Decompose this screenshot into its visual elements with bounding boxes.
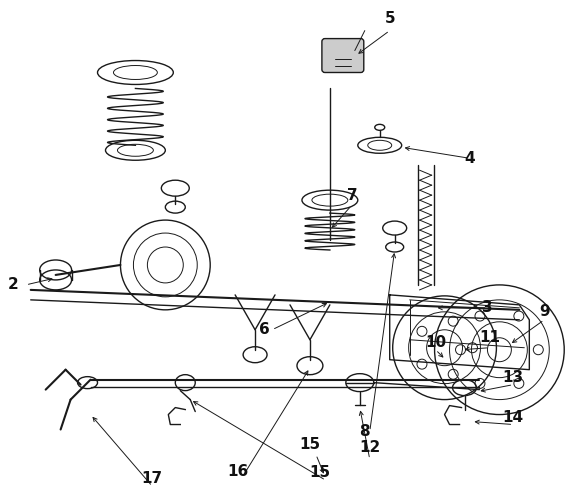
Text: 7: 7 xyxy=(347,188,357,203)
Text: 17: 17 xyxy=(142,471,163,486)
Text: 15: 15 xyxy=(310,465,331,480)
Text: 3: 3 xyxy=(482,300,492,315)
Text: 16: 16 xyxy=(227,464,249,479)
Text: 10: 10 xyxy=(425,335,446,350)
FancyBboxPatch shape xyxy=(322,39,364,72)
Text: 11: 11 xyxy=(479,330,500,345)
Text: 5: 5 xyxy=(384,11,395,26)
Text: 8: 8 xyxy=(360,424,370,439)
Text: 2: 2 xyxy=(7,278,18,292)
Text: 13: 13 xyxy=(503,370,524,385)
Text: 6: 6 xyxy=(259,322,270,338)
Text: 15: 15 xyxy=(299,437,320,452)
Text: 14: 14 xyxy=(503,410,524,425)
Text: 9: 9 xyxy=(539,304,549,319)
Text: 4: 4 xyxy=(464,151,475,166)
Text: 12: 12 xyxy=(359,440,380,455)
